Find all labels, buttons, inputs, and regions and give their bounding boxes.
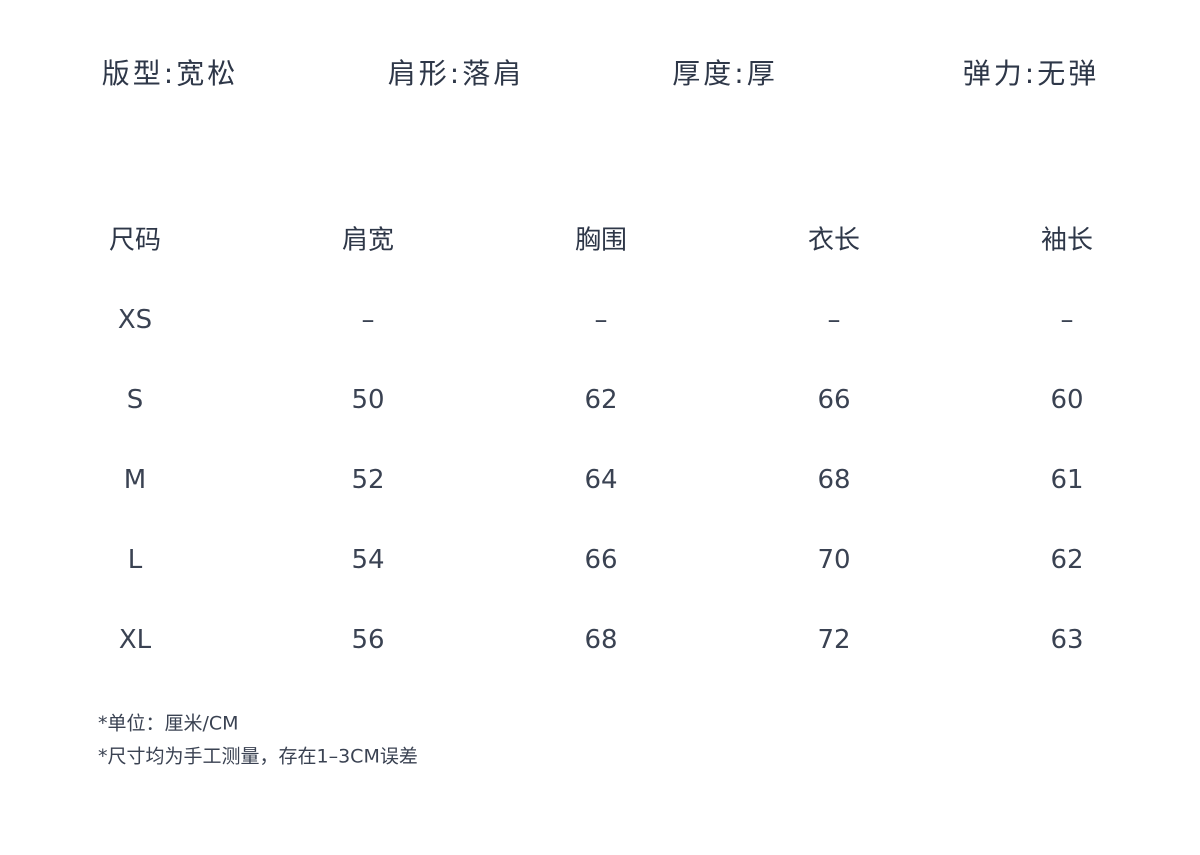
table-cell: 56 [351, 625, 385, 655]
column-header: 衣长 [807, 225, 861, 256]
table-cell: 62 [584, 385, 618, 415]
column-header: 尺码 [108, 225, 162, 256]
attribute: 厚度:厚 [672, 57, 778, 90]
size-label: L [127, 545, 143, 575]
table-cell: – [827, 305, 841, 335]
table-cell: 60 [1050, 385, 1084, 415]
table-cell: – [594, 305, 608, 335]
footnote: *单位：厘米/CM [98, 712, 239, 735]
table-cell: 68 [584, 625, 618, 655]
table-cell: 54 [351, 545, 385, 575]
table-cell: 66 [817, 385, 851, 415]
column-header: 肩宽 [341, 225, 395, 256]
table-cell: 63 [1050, 625, 1084, 655]
footnote: *尺寸均为手工测量，存在1–3CM误差 [98, 745, 418, 768]
size-label: XS [117, 305, 153, 335]
table-cell: 50 [351, 385, 385, 415]
size-label: S [126, 385, 144, 415]
table-cell: – [1060, 305, 1074, 335]
table-cell: 70 [817, 545, 851, 575]
table-cell: 72 [817, 625, 851, 655]
size-label: XL [118, 625, 152, 655]
size-label: M [123, 465, 147, 495]
table-cell: 68 [817, 465, 851, 495]
attribute: 肩形:落肩 [387, 57, 525, 90]
table-cell: 64 [584, 465, 618, 495]
table-cell: – [361, 305, 375, 335]
attribute: 弹力:无弹 [962, 57, 1100, 90]
attribute: 版型:宽松 [101, 57, 239, 90]
table-cell: 61 [1050, 465, 1084, 495]
column-header: 胸围 [574, 225, 628, 256]
column-header: 袖长 [1040, 225, 1094, 256]
table-cell: 52 [351, 465, 385, 495]
table-cell: 66 [584, 545, 618, 575]
table-cell: 62 [1050, 545, 1084, 575]
